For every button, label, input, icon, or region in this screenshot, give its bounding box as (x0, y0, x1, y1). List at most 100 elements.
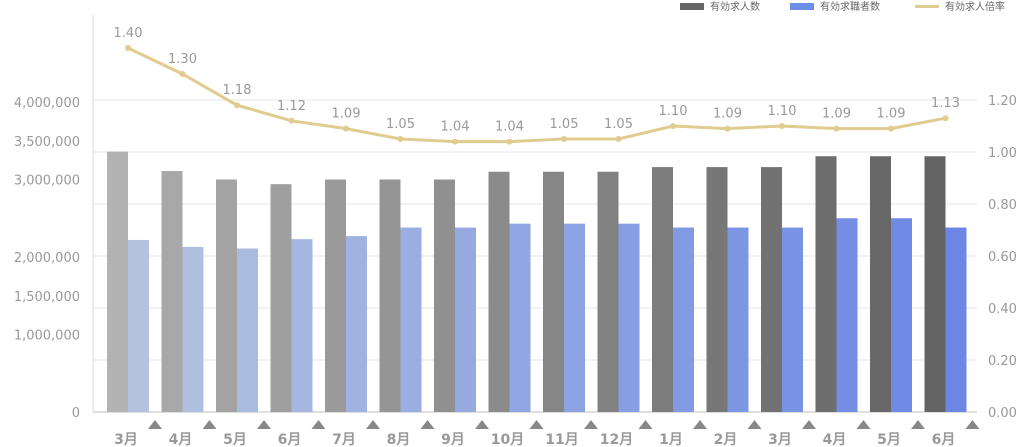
bar-seekers (618, 223, 640, 412)
bar-seekers (400, 227, 422, 412)
x-category-label: 1月 (659, 432, 683, 447)
x-tick-marker (747, 420, 762, 429)
bar-jobs (543, 171, 564, 412)
right-tick-label: 0.00 (988, 406, 1017, 421)
bar-seekers (945, 227, 967, 412)
legend-label: 有効求人倍率 (945, 0, 1005, 13)
bar-seekers (128, 239, 149, 412)
bar-seekers (564, 223, 585, 412)
bar-seekers (346, 236, 367, 412)
ratio-point (343, 125, 349, 132)
ratio-data-label: 1.05 (550, 117, 579, 132)
bars (107, 151, 967, 412)
x-tick-marker (475, 420, 489, 429)
left-tick-label: 0 (72, 406, 80, 421)
bar-jobs (325, 179, 346, 412)
legend-label: 有効求人数 (710, 0, 760, 13)
x-tick-marker (257, 420, 271, 429)
x-category-label: 4月 (823, 432, 847, 447)
left-tick-label: 4,000,000 (14, 96, 80, 111)
ratio-point (288, 117, 295, 124)
x-tick-marker (366, 420, 380, 429)
left-tick-label: 1,000,000 (14, 329, 80, 344)
ratio-line: 1.40 1.30 1.18 1.12 1.09 1.05 1.04 1.04 1.05 1.05… (114, 26, 960, 145)
ratio-point (452, 138, 458, 145)
ratio-point (506, 138, 513, 145)
x-category-label: 11月 (545, 432, 578, 447)
ratio-point (397, 136, 404, 142)
x-category-label: 10月 (491, 432, 524, 447)
ratio-data-label: 1.12 (277, 99, 306, 114)
bar-jobs (161, 170, 183, 412)
ratio-point (125, 45, 131, 51)
bar-seekers (782, 227, 803, 412)
x-tick-marker (693, 420, 707, 429)
x-tick-marker (202, 420, 217, 429)
x-axis: 3月 4月 5月 6月 7月 8月 9月 10月 11月 12月 1月 2月 3月 4月 5月 6月 (114, 420, 980, 447)
bar-seekers (509, 223, 531, 412)
right-tick-label: 0.60 (988, 250, 1017, 265)
ratio-data-label: 1.09 (332, 107, 361, 122)
x-category-label: 5月 (877, 432, 901, 447)
right-tick-label: 0.20 (988, 354, 1017, 369)
ratio-data-label: 1.05 (386, 117, 415, 132)
bar-jobs (270, 184, 292, 412)
left-tick-label: 3,000,000 (14, 174, 80, 189)
bar-jobs (597, 171, 619, 412)
x-category-label: 7月 (332, 432, 356, 447)
ratio-data-label: 1.09 (822, 107, 851, 122)
bar-seekers (455, 227, 476, 412)
ratio-data-label: 1.13 (931, 96, 960, 111)
ratio-data-label: 1.05 (604, 117, 633, 132)
left-tick-label: 1,500,000 (14, 290, 80, 305)
ratio-point (888, 125, 894, 132)
left-tick-label: 2,000,000 (14, 251, 80, 266)
x-category-label: 3月 (768, 432, 792, 447)
x-category-label: 6月 (932, 432, 956, 447)
bar-jobs (761, 167, 782, 412)
bar-seekers (836, 218, 858, 412)
ratio-data-label: 1.10 (659, 104, 688, 119)
ratio-point (615, 136, 622, 142)
ratio-point (942, 115, 949, 122)
bar-jobs (815, 156, 837, 412)
ratio-point (670, 123, 676, 129)
x-category-label: 9月 (441, 432, 465, 447)
bar-seekers (291, 239, 313, 412)
ratio-line-path (127, 46, 946, 144)
x-tick-marker (911, 420, 925, 429)
ratio-point (561, 136, 567, 142)
ratio-data-label: 1.04 (441, 120, 470, 135)
legend-swatch (680, 3, 704, 10)
x-tick-marker (311, 420, 326, 429)
x-category-label: 4月 (169, 432, 193, 447)
legend-label: 有効求職者数 (820, 0, 880, 13)
bar-seekers (182, 246, 204, 412)
x-tick-marker (638, 420, 653, 429)
ratio-point (179, 71, 186, 77)
bar-jobs (870, 156, 891, 412)
ratio-data-label: 1.18 (223, 83, 252, 98)
legend: 有効求人数 有効求職者数 有効求人倍率 (680, 0, 1005, 13)
x-category-label: 5月 (223, 432, 247, 447)
bar-jobs (488, 171, 510, 412)
x-category-label: 6月 (278, 432, 302, 447)
bar-jobs (652, 167, 673, 412)
ratio-data-label: 1.10 (768, 104, 797, 119)
bar-jobs (216, 179, 237, 412)
ratio-point (234, 102, 240, 109)
ratio-data-label: 1.09 (713, 107, 742, 122)
right-tick-label: 1.20 (988, 94, 1017, 109)
ratio-data-label: 1.04 (495, 120, 524, 135)
x-tick-marker (148, 420, 162, 429)
right-tick-label: 0.40 (988, 302, 1017, 317)
x-tick-marker (965, 420, 980, 429)
right-tick-label: 0.80 (988, 198, 1017, 213)
x-tick-marker (420, 420, 435, 429)
x-category-label: 3月 (114, 432, 138, 447)
x-tick-marker (856, 420, 871, 429)
x-tick-marker (802, 420, 816, 429)
bar-jobs (107, 151, 128, 412)
bar-jobs (379, 179, 401, 412)
